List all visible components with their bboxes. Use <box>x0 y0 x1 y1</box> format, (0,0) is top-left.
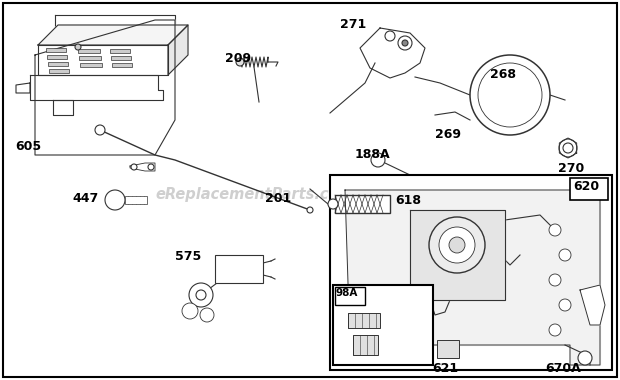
Text: 670A: 670A <box>545 362 581 375</box>
Polygon shape <box>410 210 505 300</box>
Bar <box>353 335 378 355</box>
Circle shape <box>449 237 465 253</box>
Text: 605: 605 <box>15 140 41 153</box>
Bar <box>46 48 66 52</box>
Bar <box>335 287 365 305</box>
Circle shape <box>131 164 137 170</box>
Circle shape <box>402 40 408 46</box>
Bar <box>78 49 100 53</box>
Text: 575: 575 <box>175 250 202 263</box>
Circle shape <box>328 199 338 209</box>
Polygon shape <box>168 25 188 75</box>
Polygon shape <box>35 20 175 155</box>
Text: 621: 621 <box>432 362 458 375</box>
Bar <box>47 55 67 59</box>
Circle shape <box>429 217 485 273</box>
Text: eReplacementParts.com: eReplacementParts.com <box>156 187 355 203</box>
Circle shape <box>196 290 206 300</box>
Text: 447: 447 <box>72 192 98 205</box>
Circle shape <box>105 190 125 210</box>
Circle shape <box>563 143 573 153</box>
Bar <box>330 175 612 370</box>
Polygon shape <box>360 28 425 78</box>
Circle shape <box>148 164 154 170</box>
Polygon shape <box>38 45 168 75</box>
Bar <box>80 63 102 67</box>
Text: 209: 209 <box>225 52 251 65</box>
Bar <box>348 313 380 328</box>
Circle shape <box>189 283 213 307</box>
Bar <box>112 63 132 67</box>
Polygon shape <box>130 163 155 171</box>
Text: 620: 620 <box>573 180 599 193</box>
Polygon shape <box>345 190 600 365</box>
Circle shape <box>470 55 550 135</box>
Polygon shape <box>30 75 163 100</box>
Circle shape <box>549 224 561 236</box>
Bar <box>79 56 101 60</box>
Text: 270: 270 <box>558 162 584 175</box>
Circle shape <box>307 207 313 213</box>
Circle shape <box>439 227 475 263</box>
Bar <box>110 49 130 53</box>
Circle shape <box>559 139 577 157</box>
Circle shape <box>549 324 561 336</box>
Text: 268: 268 <box>490 68 516 81</box>
Polygon shape <box>38 25 188 45</box>
Bar <box>111 56 131 60</box>
Circle shape <box>371 153 385 167</box>
Text: 269: 269 <box>435 128 461 141</box>
Circle shape <box>478 63 542 127</box>
Circle shape <box>559 249 571 261</box>
Circle shape <box>75 44 81 50</box>
Circle shape <box>549 274 561 286</box>
Text: 201: 201 <box>265 192 291 205</box>
Bar <box>335 195 390 213</box>
Circle shape <box>385 31 395 41</box>
Text: 271: 271 <box>340 18 366 31</box>
Polygon shape <box>16 83 30 93</box>
Circle shape <box>236 58 244 66</box>
Circle shape <box>182 303 198 319</box>
Bar <box>333 285 433 365</box>
Bar <box>49 69 69 73</box>
Text: 188A: 188A <box>355 148 391 161</box>
Bar <box>215 255 263 283</box>
Polygon shape <box>53 100 73 115</box>
Polygon shape <box>55 15 175 50</box>
Circle shape <box>559 299 571 311</box>
Circle shape <box>578 351 592 365</box>
Circle shape <box>398 36 412 50</box>
Polygon shape <box>580 285 605 325</box>
Circle shape <box>95 125 105 135</box>
Text: 98A: 98A <box>336 288 358 298</box>
Polygon shape <box>559 138 577 158</box>
Bar <box>48 62 68 66</box>
Text: 618: 618 <box>395 194 421 207</box>
Bar <box>125 196 147 204</box>
Bar <box>437 340 459 358</box>
Circle shape <box>200 308 214 322</box>
Bar <box>570 178 608 200</box>
